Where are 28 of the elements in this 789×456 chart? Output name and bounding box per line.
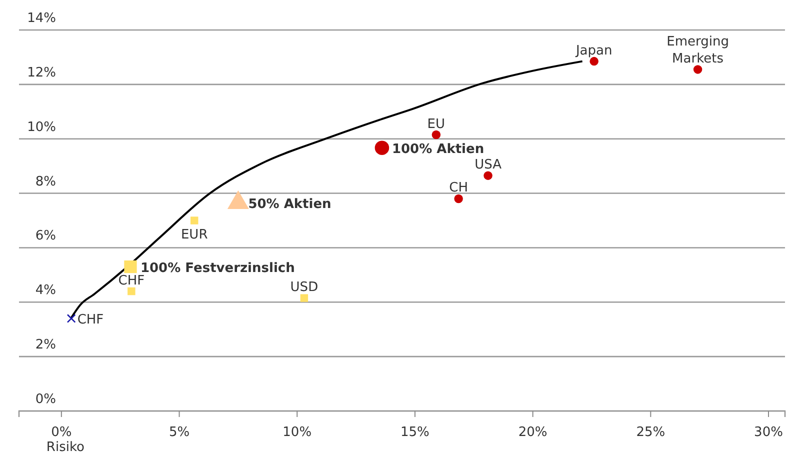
series-label: USA [474, 158, 502, 173]
series-label: CH [449, 180, 468, 196]
y-tick-label: 8% [35, 174, 56, 190]
y-tick-label: 2% [35, 338, 56, 353]
y-tick-label: 12% [27, 65, 56, 80]
x-tick-label: 30% [754, 425, 783, 440]
series-label: 100% Aktien [392, 142, 484, 157]
x-tick-label: 5% [168, 425, 190, 440]
y-tick-label: 14% [27, 11, 56, 26]
series-label: Emerging Markets [666, 34, 729, 66]
series-label: EUR [180, 228, 208, 242]
x-tick-label: 20% [518, 425, 548, 440]
series-label: CHF [118, 273, 145, 288]
y-tick-label: 4% [35, 283, 56, 298]
x-tick-label: 10% [282, 425, 312, 440]
series-label: EU [427, 116, 446, 132]
y-tick-label: 6% [35, 228, 56, 244]
series-label: CHF [77, 312, 104, 328]
x-axis-title: Risiko [46, 440, 85, 455]
x-tick-label: 15% [400, 425, 430, 440]
y-tick-label: 10% [27, 120, 56, 135]
x-tick-label: 0% [51, 425, 72, 440]
x-tick-label: 25% [636, 425, 666, 440]
series-label: 100% Festverzinslich [140, 260, 295, 276]
series-label: USD [290, 280, 318, 296]
y-tick-label: 0% [35, 392, 56, 407]
series-label: 50% Aktien [248, 196, 332, 212]
series-label: Japan [574, 43, 612, 58]
